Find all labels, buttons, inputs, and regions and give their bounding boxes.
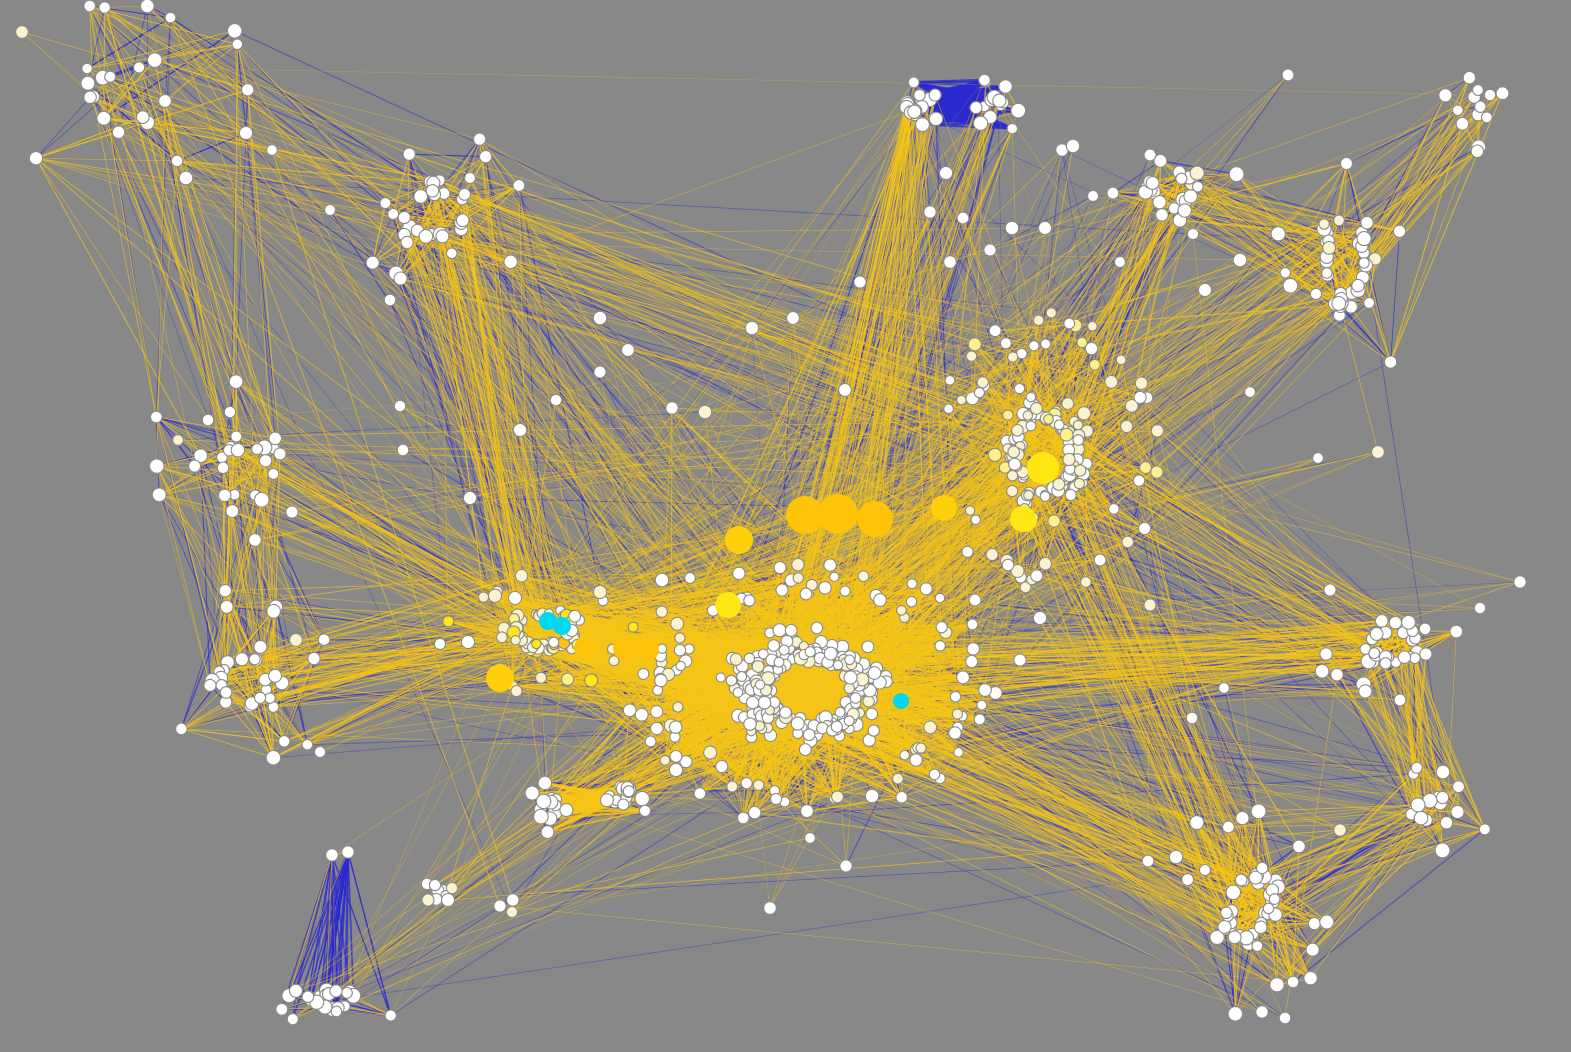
graph-edge (1385, 663, 1486, 830)
graph-edge (200, 455, 222, 686)
graph-edge (913, 78, 985, 84)
graph-edge (462, 219, 1112, 383)
graph-edge (146, 5, 394, 215)
graph-edge (409, 153, 486, 158)
graph-edge (1340, 306, 1391, 363)
graph-edge (147, 5, 462, 230)
graph-edge (1390, 231, 1400, 363)
graph-edge (221, 457, 325, 640)
graph-edge (1363, 109, 1459, 239)
graph-edge (35, 67, 140, 159)
graph-edge (1242, 817, 1300, 848)
graph-edge (433, 182, 740, 574)
graph-edge (853, 92, 1503, 715)
graph-edge (35, 97, 91, 159)
graph-edge (1346, 109, 1459, 164)
graph-edge (347, 851, 392, 1016)
graph-edge (155, 416, 160, 495)
graph-edge (331, 854, 346, 1007)
graph-edge (1292, 828, 1486, 983)
graph-edge (1255, 813, 1412, 879)
graph-edge (408, 154, 419, 231)
graph-edge (307, 854, 333, 997)
graph-edge (154, 59, 440, 181)
graph-edge (1019, 191, 1154, 389)
graph-edge (256, 448, 505, 629)
graph-edge (86, 17, 171, 70)
graph-edge (89, 5, 144, 118)
graph-edge (316, 851, 349, 1003)
graph-edge (200, 455, 211, 686)
graph-edge (346, 851, 349, 993)
graph-edge (1323, 163, 1347, 225)
graph-edge (118, 5, 148, 133)
graph-edge (310, 854, 333, 1001)
graph-edge (1023, 474, 1364, 685)
graph-edge (1223, 926, 1236, 1014)
graph-edge (685, 761, 744, 819)
graph-edge (295, 854, 333, 992)
graph-edge (758, 661, 1396, 786)
graph-edge (324, 851, 349, 1008)
graph-edge (307, 851, 349, 997)
graph-edge (236, 44, 276, 439)
graph-edge (439, 138, 481, 235)
graph-edge (1276, 949, 1313, 985)
graph-edge (1112, 160, 1161, 194)
graph-edge (1310, 797, 1439, 979)
